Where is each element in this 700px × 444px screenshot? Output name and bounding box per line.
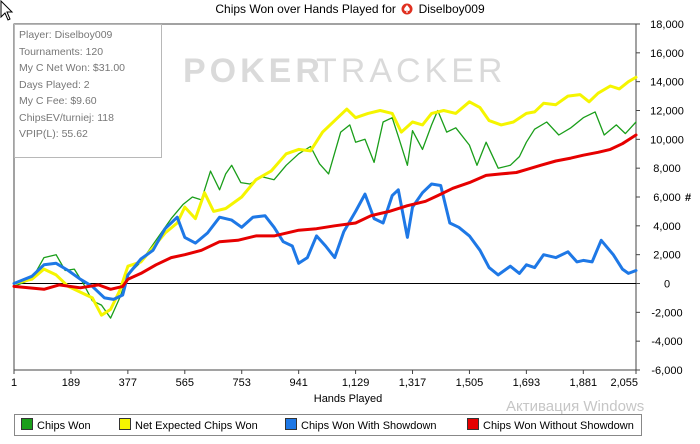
x-tick-label: 1,881 (570, 377, 598, 389)
watermark-poker-text: POKER (183, 52, 324, 90)
y-tick-label: 6,000 (653, 192, 681, 204)
y-tick-label: 14,000 (650, 77, 684, 89)
stat-fee: My C Fee: $9.60 (19, 95, 97, 107)
y-tick-label: 18,000 (650, 19, 684, 31)
legend-label: Chips Won (37, 420, 91, 432)
x-tick-label: 377 (119, 377, 137, 389)
player-stats-box: Player: Diselboy009 Tournaments: 120 My … (14, 24, 162, 158)
y-tick-label: -4,000 (651, 336, 682, 348)
x-tick-label: 1,317 (399, 377, 427, 389)
y-axis-label: # (685, 192, 691, 204)
x-tick-label: 1,693 (513, 377, 541, 389)
legend-item-net-expected[interactable]: Net Expected Chips Won (119, 418, 258, 432)
y-tick-label: 16,000 (650, 48, 684, 60)
legend-label: Net Expected Chips Won (135, 420, 258, 432)
y-tick-label: 12,000 (650, 106, 684, 118)
x-tick-label: 753 (233, 377, 251, 389)
pokertracker-watermark: POKER TRACKER (183, 52, 506, 90)
windows-activation-watermark: Активация Windows (506, 398, 645, 415)
legend-label: Chips Won Without Showdown (483, 420, 634, 432)
legend-swatch-blue (285, 418, 297, 430)
y-tick-label: 10,000 (650, 134, 684, 146)
y-tick-label: 4,000 (653, 221, 681, 233)
stat-tournaments: Tournaments: 120 (19, 45, 104, 58)
legend-swatch-yellow (119, 418, 131, 430)
tick-labels: 18,00016,00014,00012,00010,0008,0006,000… (11, 19, 684, 389)
stat-days-played: Days Played: 2 (19, 78, 90, 91)
y-tick-label: -6,000 (651, 365, 682, 377)
chart-legend: Chips Won Net Expected Chips Won Chips W… (14, 414, 642, 436)
legend-swatch-green (21, 418, 33, 430)
x-tick-label: 1,505 (456, 377, 484, 389)
series-line-without-showdown (12, 133, 638, 291)
legend-item-without-showdown[interactable]: Chips Won Without Showdown (467, 418, 634, 432)
legend-label: Chips Won With Showdown (301, 420, 437, 432)
stat-player: Player: Diselboy009 (19, 29, 113, 41)
series-line-with-showdown (12, 182, 638, 301)
x-tick-label: 565 (176, 377, 194, 389)
chart-title-player: Diselboy009 (418, 2, 485, 16)
x-tick-label: 2,055 (610, 377, 638, 389)
x-tick-label: 1 (11, 377, 17, 389)
chart-title: Chips Won over Hands Played for Diselboy… (0, 2, 700, 16)
legend-swatch-red (467, 418, 479, 430)
y-tick-label: -2,000 (651, 307, 682, 319)
mouse-cursor-icon (0, 0, 14, 21)
series-layer (12, 75, 638, 319)
x-axis-label: Hands Played (314, 393, 383, 405)
y-tick-label: 8,000 (653, 163, 681, 175)
legend-item-chips-won[interactable]: Chips Won (21, 418, 91, 432)
stat-net-won: My C Net Won: $31.00 (19, 62, 126, 74)
y-tick-label: 2,000 (653, 250, 681, 262)
stat-chips-ev: ChipsEV/turniej: 118 (19, 111, 114, 124)
pokerstars-spade-icon (401, 3, 413, 15)
chart-title-text: Chips Won over Hands Played for (215, 2, 396, 16)
x-tick-label: 189 (62, 377, 80, 389)
watermark-tracker-text: TRACKER (316, 52, 506, 90)
x-tick-label: 1,129 (342, 377, 370, 389)
legend-item-with-showdown[interactable]: Chips Won With Showdown (285, 418, 437, 432)
stat-vpip: VPIP(L): 55.62 (19, 128, 88, 140)
y-tick-label: 0 (664, 279, 670, 291)
x-tick-label: 941 (289, 377, 307, 389)
